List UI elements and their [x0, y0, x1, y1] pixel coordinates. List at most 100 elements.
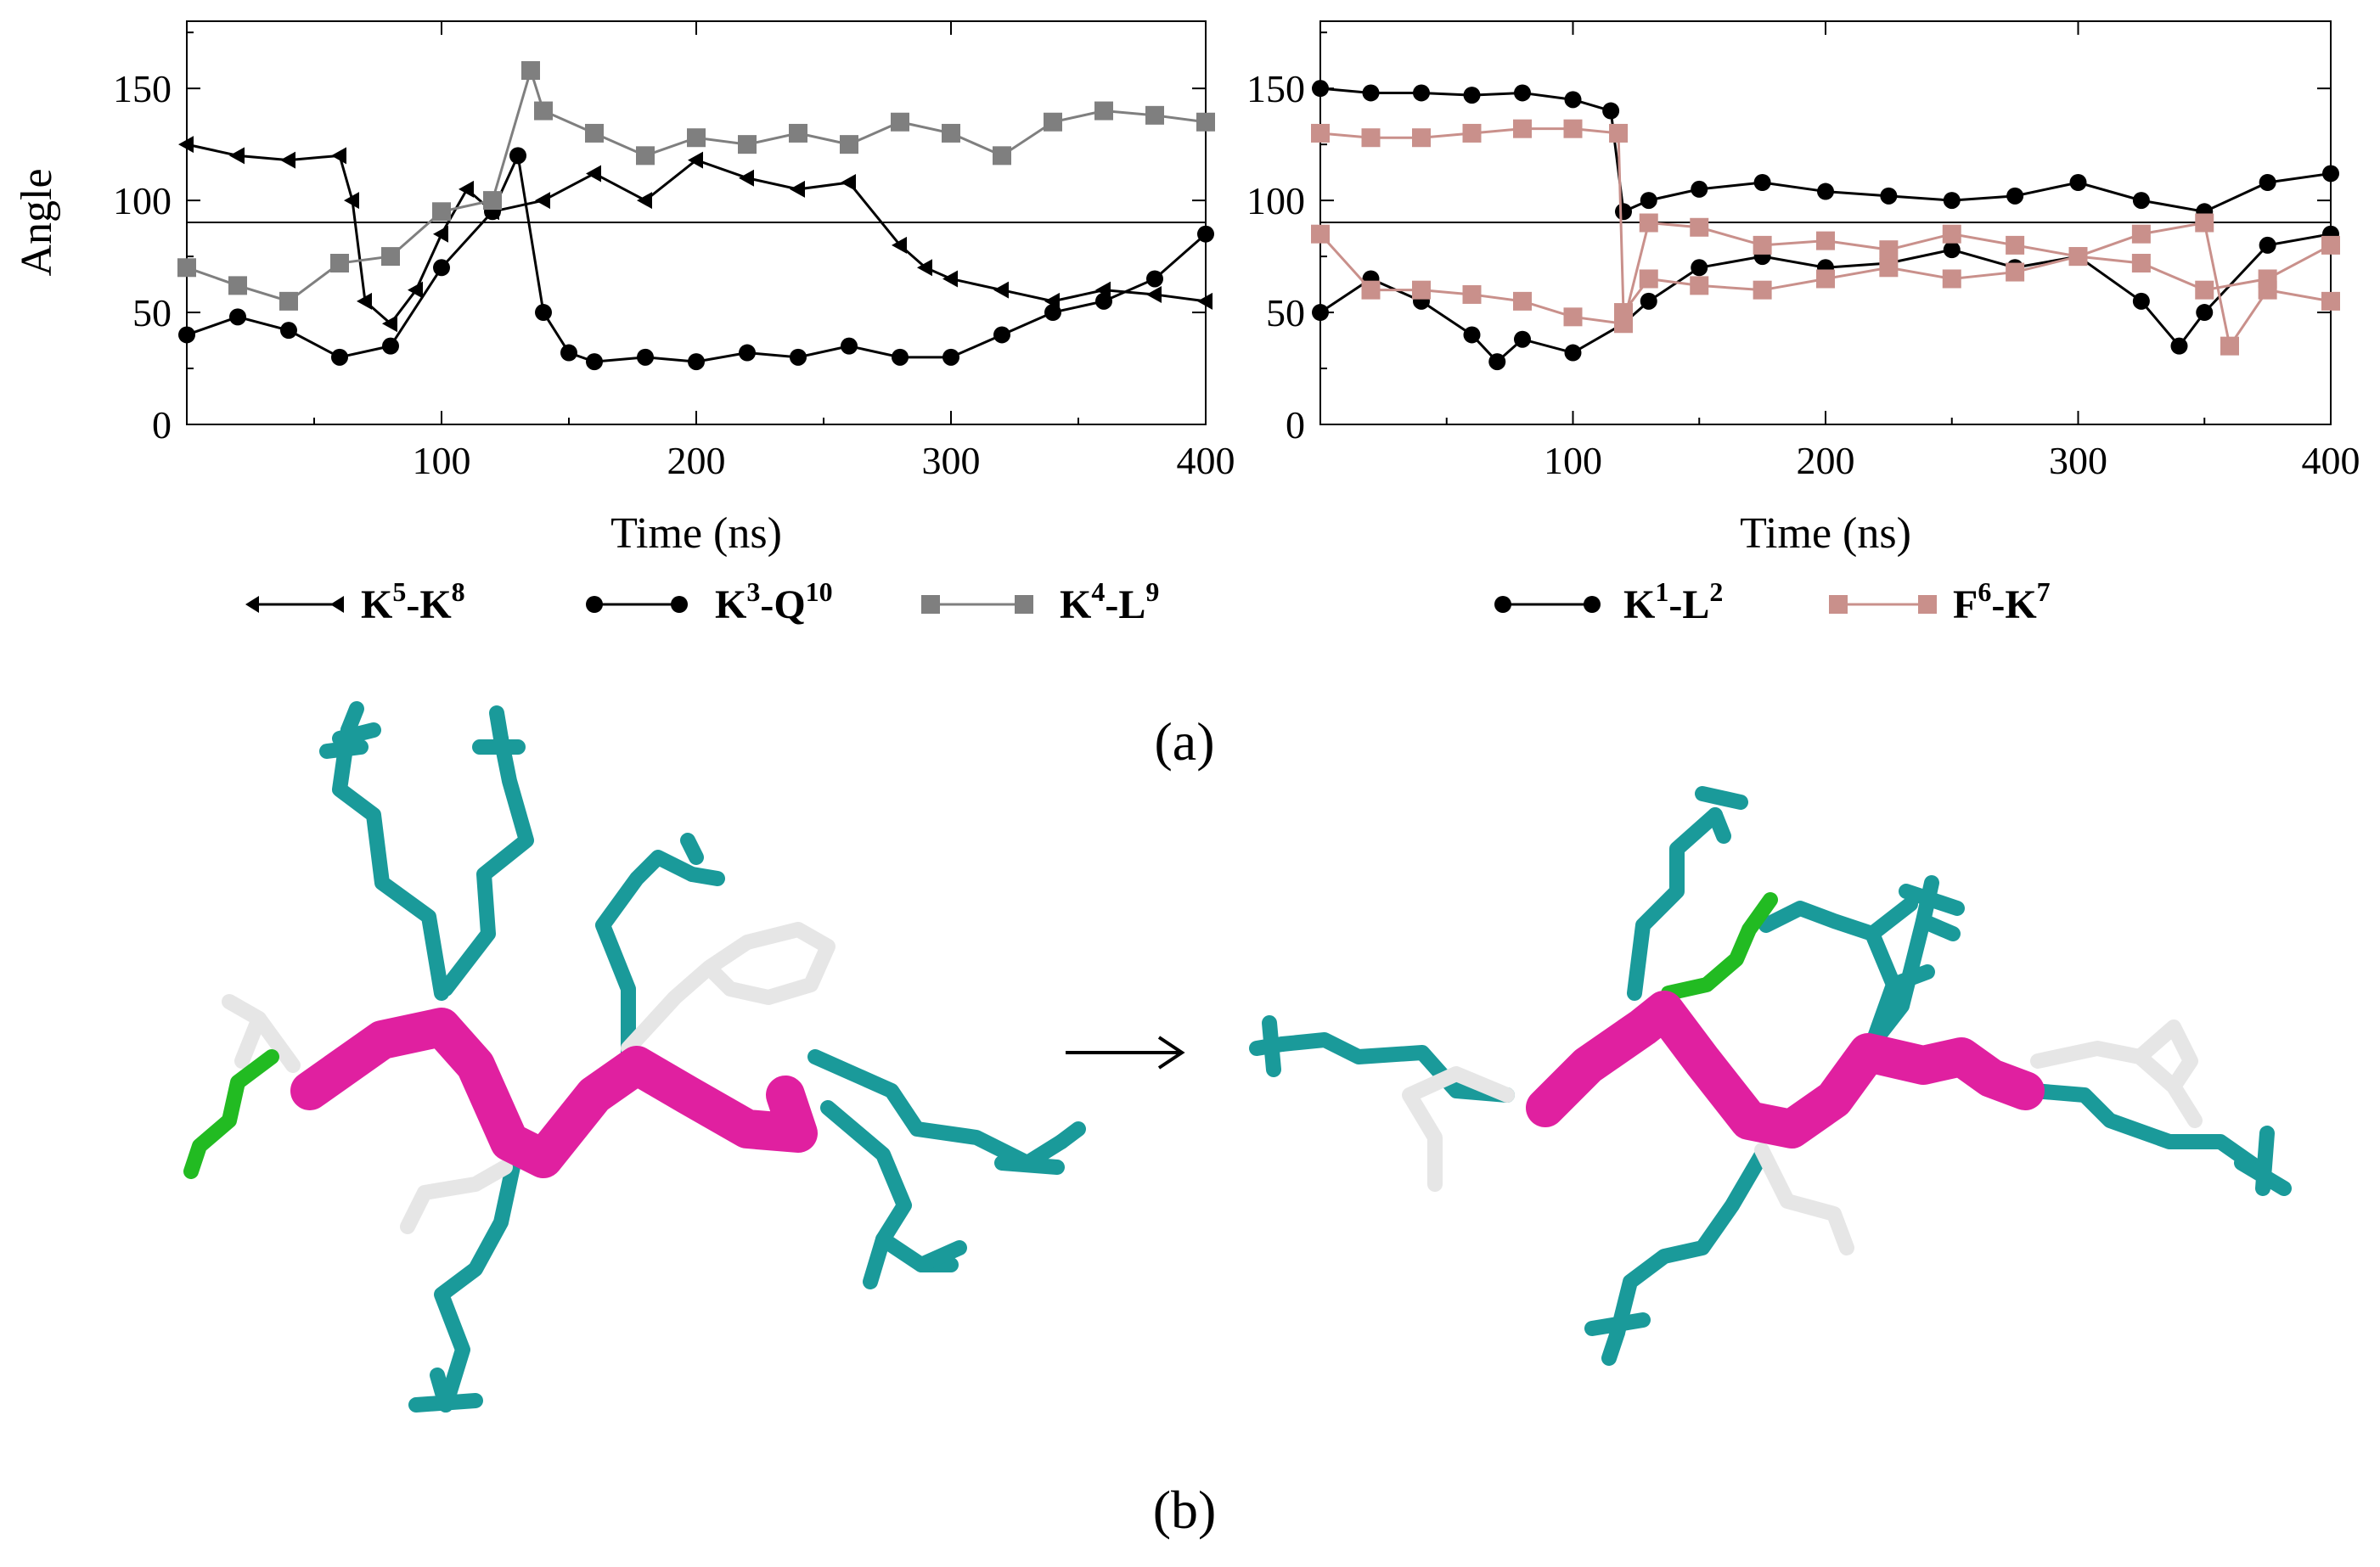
- sidechain-r3-tip: [1584, 1312, 1651, 1366]
- left-series-1-marker: [535, 304, 552, 322]
- legend-entry-k4-l9: K4-L9: [921, 576, 1159, 627]
- left-series-1-marker: [1197, 225, 1214, 243]
- left-series-2-marker: [687, 128, 706, 148]
- left-series-0-marker: [344, 192, 359, 210]
- right-series-2-marker: [2321, 235, 2340, 255]
- left-series-2-marker: [279, 291, 298, 311]
- legend-k5-k8-sep: -: [406, 582, 419, 627]
- legend-k3-q10-sep: -: [760, 582, 774, 627]
- white-r3: [2030, 1019, 2203, 1128]
- left-series-2-marker: [738, 135, 757, 154]
- legend-k5-k8-sup1: 5: [392, 576, 406, 607]
- sidechain-l3: [595, 850, 700, 1069]
- legend-marker-k4-l9-end: [1015, 595, 1033, 614]
- right-xtick-label: 200: [1797, 439, 1855, 482]
- left-x-axis-label: Time (ns): [610, 509, 782, 558]
- right-series-3-marker: [1361, 280, 1381, 300]
- right-series-2-marker: [1412, 128, 1431, 148]
- sidechain-l3-tip: [680, 833, 725, 886]
- left-ytick-label: 50: [132, 291, 172, 334]
- right-series-0-marker: [1691, 180, 1708, 198]
- sidechain-l2: [438, 731, 534, 997]
- right-series-1-marker: [1691, 259, 1708, 277]
- left-series-0-marker: [790, 180, 805, 198]
- legend-marker-k5-k8-start: [245, 596, 259, 613]
- legend-k1-l2-sup1: 1: [1655, 576, 1668, 607]
- left-series-0-marker: [1146, 285, 1162, 303]
- legend-entry-f6-k7: F6-K7: [1829, 576, 2051, 627]
- left-series-2-marker: [432, 202, 451, 222]
- left-series-2-marker: [330, 254, 349, 272]
- sidechain-r3: [1610, 1147, 1770, 1340]
- right-series-0-marker: [1413, 84, 1430, 102]
- legend-marker-k4-l9-start: [921, 595, 940, 614]
- legend-label-f6-k7: F6-K7: [1953, 576, 2051, 627]
- sidechain-r6-tip: [2234, 1126, 2292, 1196]
- legend-marker-k3-q10-start: [586, 596, 603, 613]
- right-series-0-marker: [1880, 187, 1898, 205]
- right-series-0-marker: [1564, 91, 1582, 109]
- right-series-3-marker: [2258, 280, 2277, 300]
- right-series-3-marker: [2220, 336, 2239, 356]
- left-legend: K5-K8 K3-Q10 K4-L9: [245, 576, 1159, 627]
- right-series-2-marker: [1816, 269, 1835, 289]
- right-series-0-marker: [1362, 84, 1380, 102]
- molecule-right-teal-sidechains: [1249, 786, 2292, 1366]
- right-xtick-label: 400: [2302, 439, 2360, 482]
- right-series-1-marker: [2259, 236, 2276, 254]
- left-series-0-marker: [357, 292, 372, 310]
- left-series-1-marker: [841, 337, 858, 355]
- legend-label-k5-k8: K5-K8: [361, 576, 465, 627]
- reaction-arrow: [1066, 1036, 1185, 1070]
- right-series-1-marker: [1640, 292, 1657, 310]
- legend-k1-l2-base1: K: [1623, 582, 1655, 627]
- right-series-1-marker: [1463, 326, 1481, 344]
- left-xtick-label: 400: [1177, 439, 1235, 482]
- left-series-0-marker: [280, 151, 295, 169]
- legend-label-k4-l9: K4-L9: [1060, 576, 1159, 627]
- reaction-arrow-head: [1157, 1036, 1185, 1070]
- right-series-3-marker: [1879, 240, 1899, 260]
- right-series-2-marker: [2195, 280, 2214, 300]
- left-series-0-marker: [178, 136, 194, 154]
- right-ytick-label: 0: [1286, 403, 1305, 447]
- left-series-0-line: [186, 143, 1207, 326]
- right-series-2-marker: [1311, 123, 1330, 143]
- right-series-0-marker: [2006, 187, 2024, 205]
- panel-label-b: (b): [1153, 1480, 1217, 1540]
- right-series-1-marker: [1514, 330, 1531, 348]
- left-series-2-marker: [942, 123, 960, 143]
- legend-f6-k7-sup2: 7: [2037, 576, 2051, 607]
- left-series-0-marker: [331, 147, 346, 165]
- left-xtick-label: 100: [413, 439, 471, 482]
- right-series-3-marker: [1639, 213, 1658, 233]
- right-series-3-marker: [2068, 247, 2088, 267]
- legend-k5-k8-base1: K: [361, 582, 392, 627]
- left-series-2-marker: [228, 276, 247, 295]
- sidechain-l1-tip: [319, 701, 381, 759]
- left-series-2-marker: [483, 191, 502, 211]
- right-series-3-marker: [1753, 235, 1772, 255]
- molecule-right-backbone: [1526, 991, 2045, 1149]
- right-series-3-marker: [2131, 224, 2151, 244]
- right-series-2-marker: [2131, 254, 2151, 272]
- sidechain-l1: [332, 722, 449, 1001]
- right-series-3-marker: [1462, 284, 1482, 304]
- left-series-0-marker: [408, 281, 423, 299]
- molecule-right: [1249, 786, 2292, 1366]
- left-series-2-marker: [1044, 112, 1062, 132]
- right-series-layer: [1311, 80, 2340, 371]
- left-series-2-line: [186, 65, 1207, 303]
- left-series-1-marker: [509, 147, 526, 165]
- legend-k3-q10-sup2: 10: [806, 576, 833, 607]
- left-series-0-marker: [382, 315, 397, 333]
- legend-marker-k5-k8-end: [330, 596, 344, 613]
- right-series-2-marker: [1513, 119, 1532, 138]
- right-series-3-marker: [1816, 231, 1835, 250]
- left-series-1-marker: [178, 326, 195, 344]
- legend-k4-l9-base1: K: [1060, 582, 1091, 627]
- left-series-1-marker: [637, 348, 654, 366]
- right-series-1-marker: [2196, 304, 2214, 322]
- left-series-1-marker: [942, 348, 959, 366]
